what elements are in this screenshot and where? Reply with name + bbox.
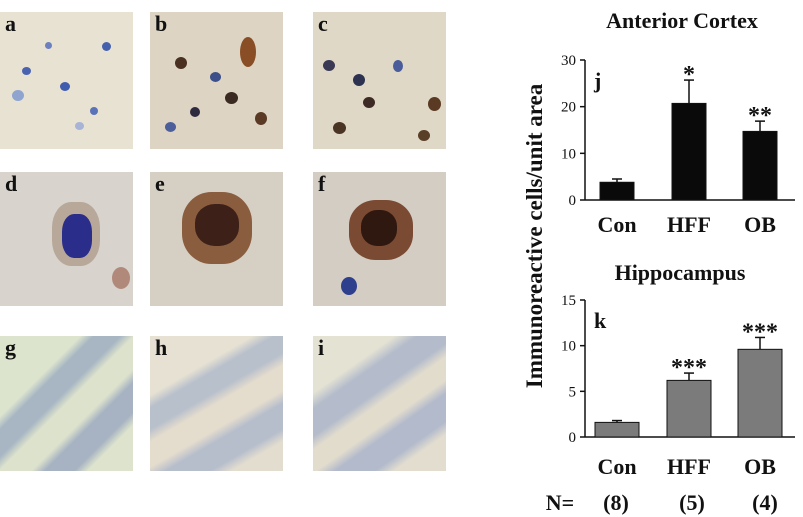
y-tick-label: 15 — [561, 293, 576, 309]
bar-ob — [737, 348, 783, 438]
micrograph-image — [150, 172, 283, 306]
category-label: OB — [744, 212, 776, 237]
significance-marker: ** — [748, 103, 772, 129]
panel-letter: i — [318, 336, 325, 360]
y-tick-label: 0 — [569, 193, 577, 209]
panel-letter: j — [593, 68, 601, 93]
bar-con — [594, 421, 640, 438]
category-label: HFF — [667, 212, 711, 237]
micrograph-image — [313, 172, 446, 306]
micrograph-panel-e: e — [150, 172, 283, 306]
panel-letter: c — [318, 12, 328, 36]
micrograph-panel-d: d — [0, 172, 133, 306]
significance-marker: *** — [671, 355, 707, 381]
panel-letter: e — [155, 172, 165, 196]
micrograph-panel-a: a — [0, 12, 133, 149]
significance-marker: * — [683, 62, 695, 88]
micrograph-image — [0, 172, 133, 306]
category-label: OB — [744, 454, 776, 479]
y-axis-label: Immunoreactive cells/unit area — [522, 83, 547, 388]
micrograph-image — [313, 336, 446, 471]
chart-title: Anterior Cortex — [606, 8, 758, 33]
bar-hff — [671, 102, 707, 201]
y-tick-label: 10 — [561, 146, 576, 162]
chart-title: Hippocampus — [615, 260, 746, 285]
category-label: Con — [597, 454, 636, 479]
panel-letter: g — [5, 336, 16, 360]
micrograph-panel-c: c — [313, 12, 446, 149]
panel-letter: k — [594, 308, 607, 333]
micrograph-image — [150, 12, 283, 149]
n-value: (8) — [603, 490, 629, 515]
bar-hff — [666, 379, 712, 438]
anterior-cortex-chart: Anterior Cortex j 0 10 20 30 Con * HFF ** OB — [561, 8, 795, 237]
panel-letter: b — [155, 12, 168, 36]
n-label: N= — [546, 490, 574, 515]
panel-letter: d — [5, 172, 18, 196]
n-value: (4) — [752, 490, 778, 515]
micrograph-panel-i: i — [313, 336, 446, 471]
micrograph-panel-b: b — [150, 12, 283, 149]
micrograph-image — [150, 336, 283, 471]
n-value: (5) — [679, 490, 705, 515]
micrograph-image — [313, 12, 446, 149]
micrograph-panel-h: h — [150, 336, 283, 471]
y-tick-label: 0 — [569, 430, 577, 446]
bar-ob — [742, 130, 778, 201]
micrograph-image — [0, 12, 133, 149]
y-tick-label: 20 — [561, 100, 576, 116]
hippocampus-chart: Hippocampus k 0 5 10 15 Con *** HFF *** OB — [561, 260, 795, 479]
panel-letter: f — [318, 172, 326, 196]
bar-con — [599, 181, 635, 201]
significance-marker: *** — [742, 319, 778, 345]
y-tick-label: 30 — [561, 53, 576, 69]
category-label: HFF — [667, 454, 711, 479]
panel-letter: h — [155, 336, 168, 360]
micrograph-panel-f: f — [313, 172, 446, 306]
y-tick-label: 5 — [569, 384, 577, 400]
panel-letter: a — [5, 12, 16, 36]
y-tick-label: 10 — [561, 339, 576, 355]
category-label: Con — [597, 212, 636, 237]
micrograph-image — [0, 336, 133, 471]
micrograph-panel-g: g — [0, 336, 133, 471]
